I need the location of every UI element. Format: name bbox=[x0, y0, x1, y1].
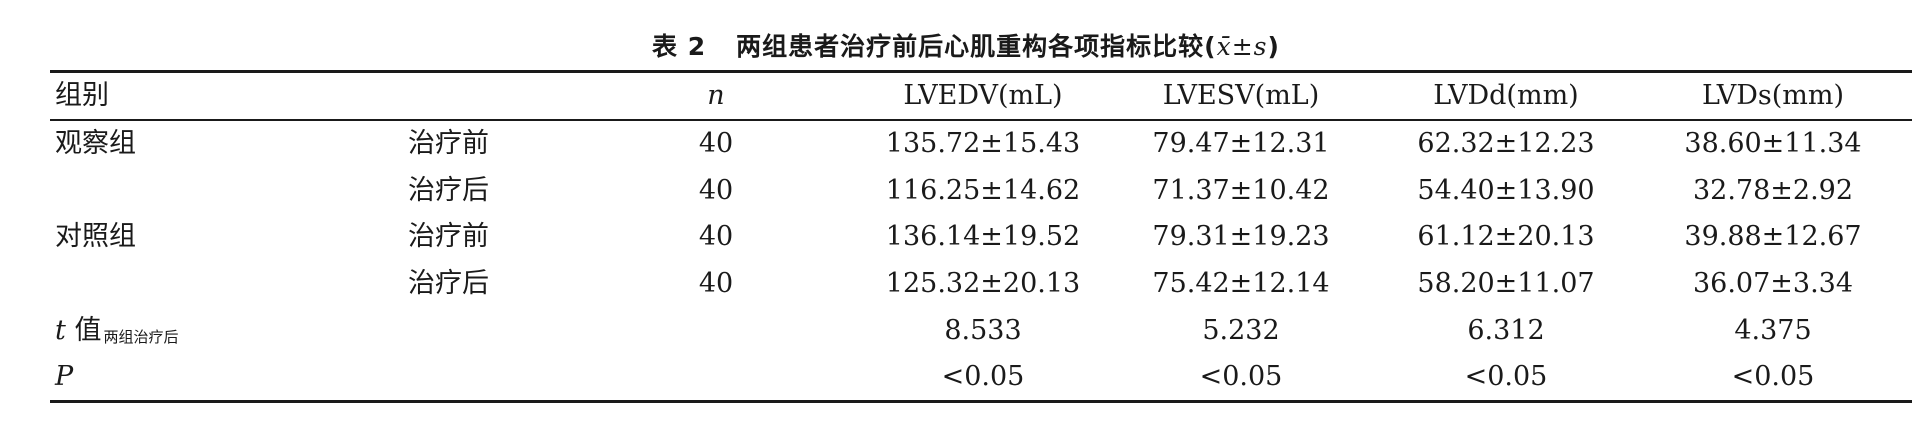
table-number: 表 2 bbox=[652, 32, 707, 61]
header-group: 组别 bbox=[55, 80, 109, 111]
row-lvdd: 58.20±11.07 bbox=[1417, 268, 1595, 299]
row-lvedv: 135.72±15.43 bbox=[885, 128, 1081, 159]
p-label: P bbox=[55, 361, 74, 392]
row-phase: 治疗前 bbox=[408, 221, 489, 252]
header-lvdd: LVDd(mm) bbox=[1433, 80, 1579, 111]
t-value-label: t 值两组治疗后 bbox=[55, 314, 178, 354]
t-lvds: 4.375 bbox=[1734, 315, 1812, 346]
row-lvesv: 79.31±19.23 bbox=[1152, 221, 1330, 252]
t-lvesv: 5.232 bbox=[1202, 315, 1280, 346]
t-value-text: 值 bbox=[74, 315, 102, 346]
header-n: n bbox=[707, 80, 725, 111]
table-title: 两组患者治疗前后心肌重构各项指标比较 bbox=[736, 32, 1205, 61]
header-lvesv: LVESV(mL) bbox=[1162, 80, 1320, 111]
t-symbol: t bbox=[55, 315, 66, 346]
row-n: 40 bbox=[698, 268, 734, 299]
t-value-subscript: 两组治疗后 bbox=[103, 328, 179, 346]
row-lvedv: 125.32±20.13 bbox=[885, 268, 1081, 299]
t-lvdd: 6.312 bbox=[1467, 315, 1545, 346]
row-lvesv: 71.37±10.42 bbox=[1152, 175, 1330, 206]
row-phase: 治疗前 bbox=[408, 128, 489, 159]
p-lvdd: <0.05 bbox=[1464, 361, 1548, 392]
row-lvesv: 79.47±12.31 bbox=[1152, 128, 1330, 159]
row-lvesv: 75.42±12.14 bbox=[1152, 268, 1330, 299]
p-lvesv: <0.05 bbox=[1199, 361, 1283, 392]
row-lvedv: 136.14±19.52 bbox=[885, 221, 1081, 252]
row-lvdd: 54.40±13.90 bbox=[1417, 175, 1595, 206]
row-lvds: 36.07±3.34 bbox=[1692, 268, 1854, 299]
table-caption: 表 2 两组患者治疗前后心肌重构各项指标比较(x̄±s) bbox=[652, 32, 1280, 61]
row-n: 40 bbox=[698, 175, 734, 206]
row-lvedv: 116.25±14.62 bbox=[885, 175, 1081, 206]
header-rule bbox=[50, 119, 1912, 121]
top-rule bbox=[50, 70, 1912, 73]
row-n: 40 bbox=[698, 221, 734, 252]
row-lvds: 32.78±2.92 bbox=[1692, 175, 1854, 206]
row-n: 40 bbox=[698, 128, 734, 159]
row-group: 观察组 bbox=[55, 128, 136, 159]
p-lvedv: <0.05 bbox=[941, 361, 1025, 392]
row-lvds: 38.60±11.34 bbox=[1684, 128, 1862, 159]
bottom-rule bbox=[50, 400, 1912, 403]
row-phase: 治疗后 bbox=[408, 268, 489, 299]
t-lvedv: 8.533 bbox=[944, 315, 1022, 346]
row-lvdd: 61.12±20.13 bbox=[1417, 221, 1595, 252]
row-lvdd: 62.32±12.23 bbox=[1417, 128, 1595, 159]
header-lvedv: LVEDV(mL) bbox=[903, 80, 1063, 111]
row-group: 对照组 bbox=[55, 221, 136, 252]
header-lvds: LVDs(mm) bbox=[1701, 80, 1845, 111]
row-lvds: 39.88±12.67 bbox=[1684, 221, 1862, 252]
caption-stat: x̄±s bbox=[1216, 32, 1268, 61]
p-lvds: <0.05 bbox=[1731, 361, 1815, 392]
row-phase: 治疗后 bbox=[408, 175, 489, 206]
